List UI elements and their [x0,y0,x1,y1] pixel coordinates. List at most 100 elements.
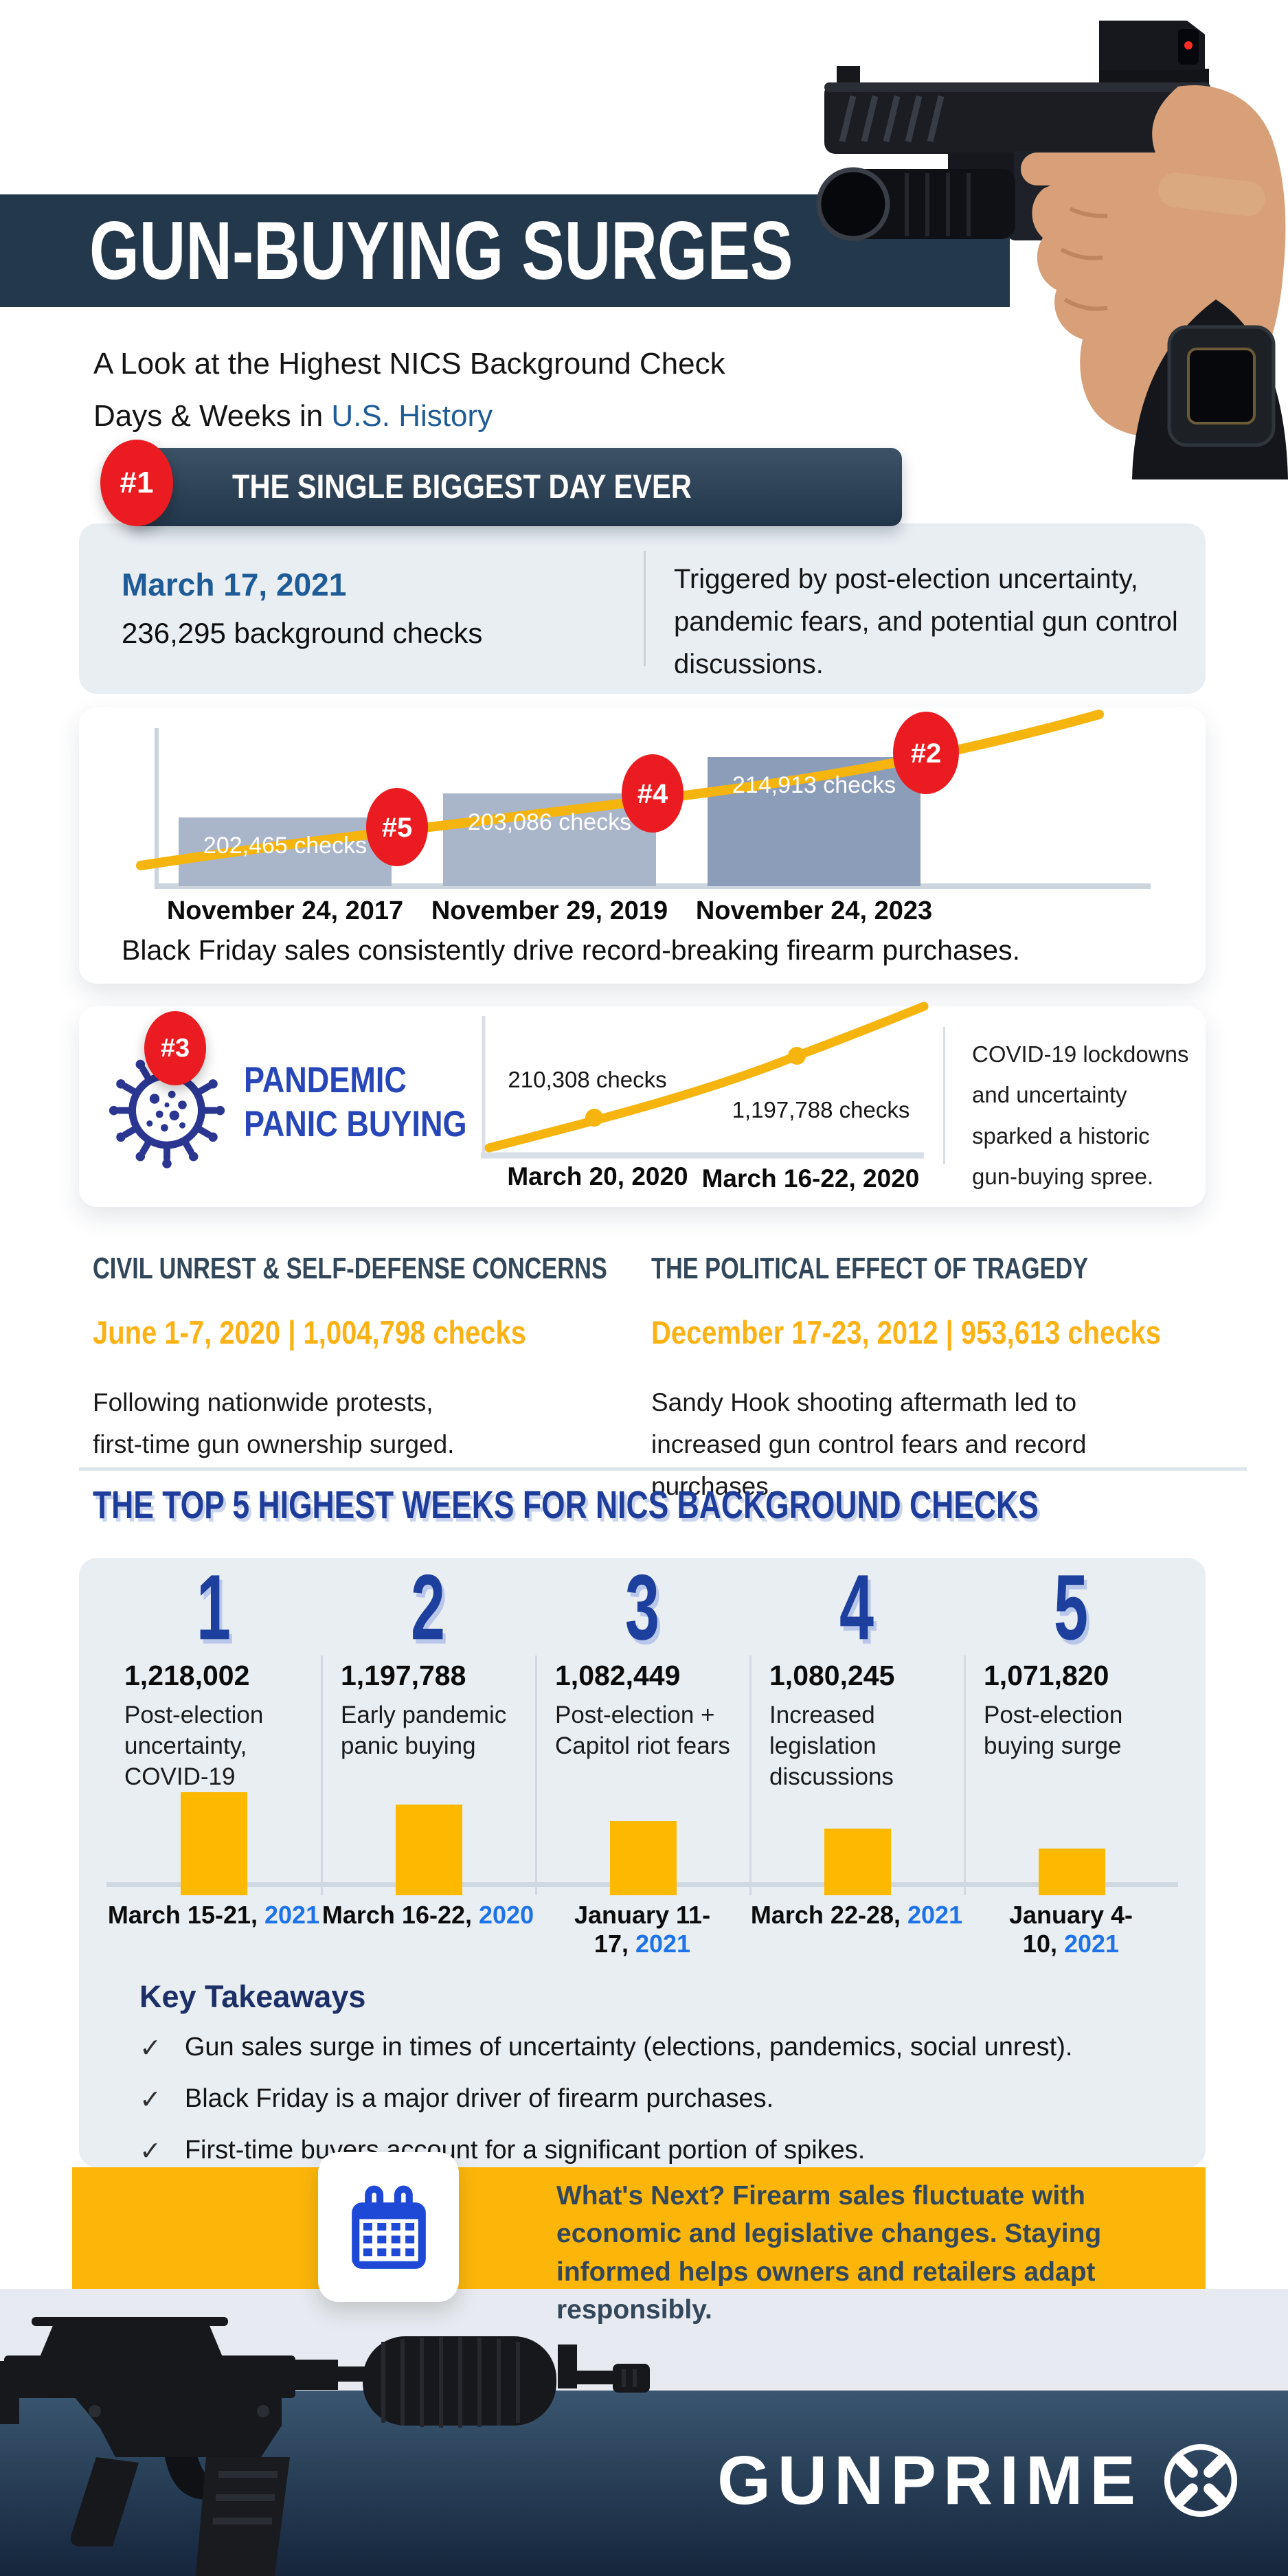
civil-unrest-column: CIVIL UNREST & SELF-DEFENSE CONCERNS Jun… [93,1252,607,1507]
top5-desc-1: Post-election uncertainty, COVID-19 [124,1702,264,1790]
x-label-1: March 20, 2020 [507,1162,688,1190]
point1-label: 210,308 checks [508,1067,666,1092]
pandemic-line-chart: 210,308 checks 1,197,788 checks March 20… [481,1002,929,1193]
top5-year-5: 2021 [1063,1930,1120,1958]
check-icon: ✓ [139,2137,161,2166]
tragedy-highlight-text: December 17-23, 2012 | 953,613 checks [651,1314,1161,1351]
rank-badge-3: #3 [144,1011,206,1085]
top5-year-1: 2021 [264,1901,320,1929]
single-day-heading: THE SINGLE BIGGEST DAY EVER [232,468,692,506]
tragedy-column: THE POLITICAL EFFECT OF TRAGEDY December… [613,1252,1251,1507]
rank-badge-1-label: #1 [120,466,154,499]
top5-date-3: January 11-17, 2021 [535,1901,749,1958]
page-title-line2-text: GUN-BUYING SURGES [89,205,793,297]
civil-unrest-heading: CIVIL UNREST & SELF-DEFENSE CONCERNS [93,1252,607,1286]
hand-illustration [1021,85,1288,479]
vertical-divider [644,551,646,666]
top5-value-3: 1,082,449 [555,1660,681,1691]
top5-desc-5: Post-election buying surge [984,1702,1123,1759]
top5-ranks-row: 1 2 3 4 5 [79,1558,1206,1654]
x-label-2: March 16-22, 2020 [702,1164,920,1193]
pandemic-curve [484,1002,929,1153]
check-icon: ✓ [139,2034,161,2063]
scope-icon [1164,2443,1238,2518]
top5-card: 1 2 3 4 5 1,218,002 Post-election uncert… [79,1558,1206,2217]
takeaway-item: ✓ Gun sales surge in times of uncertainty… [139,2033,1206,2064]
rank-badge-4: #4 [622,754,683,833]
top5-value-2: 1,197,788 [341,1660,466,1691]
top5-date-5: January 4-10, 2021 [964,1901,1178,1958]
top5-column-2: 1,197,788 Early pandemic panic buying [321,1656,535,1896]
brand-logo: GUNPRIME [717,2439,1243,2522]
trend-curve [136,710,1104,870]
rank-badge-3-label: #3 [160,1033,190,1063]
top5-year-2: 2020 [479,1901,534,1929]
rank-badge-4-label: #4 [637,779,668,809]
top5-column-5: 1,071,820 Post-election buying surge [964,1656,1178,1896]
single-day-date: March 17, 2021 [122,567,347,602]
rank-number-2: 2 [410,1556,446,1660]
subtitle-line2: Days & Weeks in U.S. History [93,390,725,442]
watch-icon [1187,348,1256,425]
pandemic-title: PANDEMIC PANIC BUYING [244,1059,506,1146]
civil-unrest-highlight: June 1-7, 2020 | 1,004,798 checks [93,1313,577,1351]
takeaway-text-2: Black Friday is a major driver of firear… [184,2084,774,2113]
bar-2019-label: 203,086 checks [468,809,631,835]
black-friday-chart: 202,465 checks 203,086 checks 214,913 ch… [136,710,1151,925]
top5-bar-1 [180,1792,247,1896]
rank-badge-2-label: #2 [911,738,942,769]
top5-column-3: 1,082,449 Post-election + Capitol riot f… [535,1656,749,1896]
top5-stats-grid: 1,218,002 Post-election uncertainty, COV… [106,1656,1178,1896]
takeaway-text-1: Gun sales surge in times of uncertainty … [184,2033,1073,2061]
key-takeaways-heading: Key Takeaways [139,1979,366,2014]
subtitle-line1: A Look at the Highest NICS Background Ch… [93,347,725,381]
single-day-description: Triggered by post-election uncertainty, … [674,564,1178,679]
bar-2023-label: 214,913 checks [732,772,896,798]
civil-unrest-highlight-text: June 1-7, 2020 | 1,004,798 checks [93,1314,526,1351]
calendar-icon [351,2185,426,2269]
page-title-line2: GUN-BUYING SURGES [89,194,991,307]
black-friday-card: 202,465 checks 203,086 checks 214,913 ch… [79,708,1206,984]
top5-value-4: 1,080,245 [769,1660,895,1691]
bar-2017-date: November 24, 2017 [167,896,403,925]
rank-badge-5-label: #5 [382,813,413,843]
rank-number-5: 5 [1053,1556,1089,1660]
data-point-1 [585,1109,603,1127]
black-friday-caption: Black Friday sales consistently drive re… [122,934,1020,966]
tragedy-heading-text: THE POLITICAL EFFECT OF TRAGEDY [651,1252,1089,1285]
takeaway-item: ✓ First-time buyers account for a signifi… [139,2136,1206,2167]
page-subtitle: A Look at the Highest NICS Background Ch… [93,338,725,442]
tragedy-highlight: December 17-23, 2012 | 953,613 checks [651,1313,1251,1351]
top5-bar-2 [396,1805,462,1896]
single-day-card: March 17, 2021 236,295 background checks… [79,523,1206,694]
rank-number-4: 4 [839,1556,874,1660]
bar-2023-date: November 24, 2023 [696,896,932,925]
pandemic-description: COVID-19 lockdowns and uncertainty spark… [972,1041,1189,1190]
whats-next-band: What's Next? Firearm sales fluctuate wit… [72,2152,1206,2325]
top5-desc-2: Early pandemic panic buying [341,1702,507,1759]
top5-date-2-text: March 16-22, [321,1901,472,1929]
top5-date-2: March 16-22, 2020 [321,1901,535,1958]
horizontal-divider [79,1467,1247,1471]
rifle-icon [0,2317,650,2576]
rank-number-3: 3 [624,1556,660,1660]
top5-bar-4 [824,1829,891,1896]
brand-name: GUNPRIME [717,2441,1142,2519]
rank-badge-1: #1 [100,440,173,526]
civil-unrest-description: Following nationwide protests, first-tim… [93,1388,455,1459]
top5-date-1: March 15-21, 2021 [106,1901,321,1958]
tragedy-heading: THE POLITICAL EFFECT OF TRAGEDY [651,1252,1251,1286]
top5-desc-3: Post-election + Capitol riot fears [555,1702,730,1759]
point2-label: 1,197,788 checks [732,1097,910,1122]
data-point-2 [788,1047,806,1065]
top5-year-3: 2021 [635,1930,691,1958]
single-day-checks: 236,295 background checks [122,617,483,649]
rank-badge-5: #5 [366,788,428,866]
top5-dates-row: March 15-21, 2021 March 16-22, 2020 Januar… [106,1901,1178,1958]
top5-column-1: 1,218,002 Post-election uncertainty, COV… [106,1656,321,1896]
bar-2019-date: November 29, 2019 [431,896,668,925]
top5-heading: THE TOP 5 HIGHEST WEEKS FOR NICS BACKGRO… [93,1482,1288,1528]
page-title-line1-text: AMERICA'S BIGGEST [88,98,752,188]
top5-bar-5 [1039,1849,1105,1896]
pandemic-card: PANDEMIC PANIC BUYING 210,308 checks 1,1… [79,1002,1206,1207]
